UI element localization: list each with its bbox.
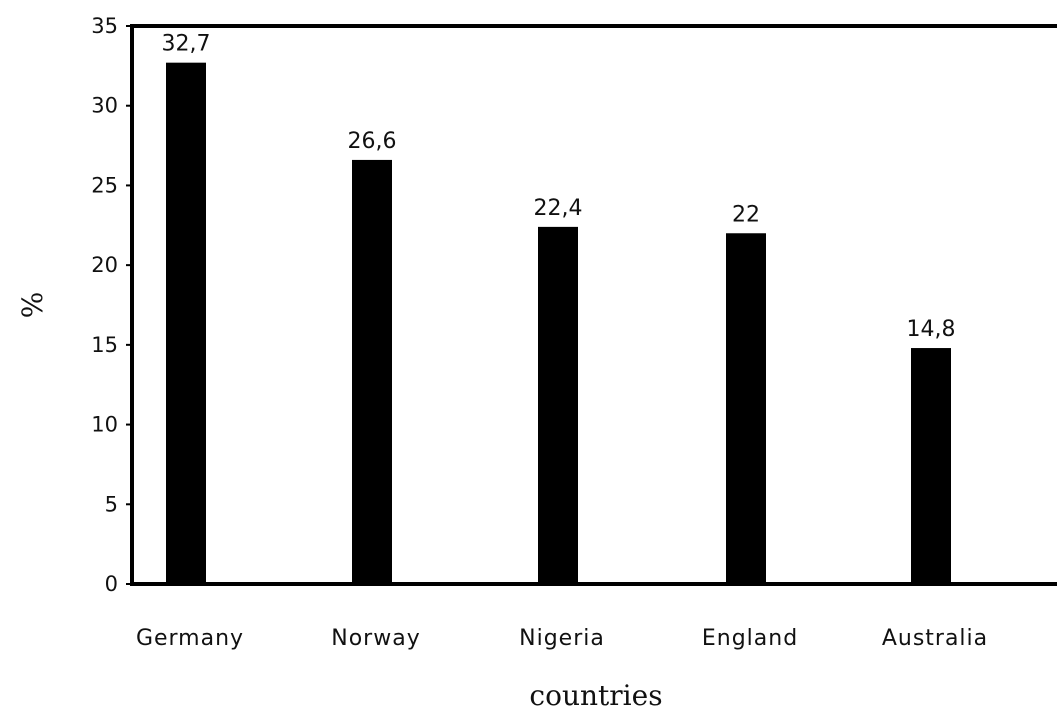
x-tick-label: England xyxy=(702,626,798,651)
y-tick-label: 30 xyxy=(91,94,118,118)
y-axis-title: % xyxy=(16,292,49,319)
y-axis-ticks: 0 5 10 15 20 25 30 35 xyxy=(91,14,132,596)
x-tick-label: Germany xyxy=(136,626,244,651)
x-tick-label: Norway xyxy=(331,626,420,651)
bar xyxy=(538,226,578,584)
data-label: 22 xyxy=(732,202,760,227)
plot-frame xyxy=(130,24,1057,586)
x-tick-label: Australia xyxy=(882,626,988,651)
bars xyxy=(166,62,951,585)
bar xyxy=(166,62,206,584)
y-tick-label: 5 xyxy=(105,492,118,516)
y-tick-label: 20 xyxy=(91,253,118,277)
x-tick-label: Nigeria xyxy=(519,626,605,651)
x-axis-labels: Germany Norway Nigeria England Australia xyxy=(136,626,988,651)
y-tick-label: 10 xyxy=(91,413,118,437)
bar xyxy=(726,233,766,584)
data-label: 26,6 xyxy=(348,129,397,154)
data-label: 14,8 xyxy=(907,317,956,342)
data-labels: 32,7 26,6 22,4 22 14,8 xyxy=(162,32,956,342)
data-label: 32,7 xyxy=(162,32,211,57)
x-axis-title: countries xyxy=(529,679,662,709)
data-label: 22,4 xyxy=(534,196,583,221)
y-tick-label: 0 xyxy=(105,572,118,596)
y-tick-label: 35 xyxy=(91,14,118,38)
y-tick-label: 25 xyxy=(91,173,118,197)
bar xyxy=(911,348,951,584)
bar xyxy=(352,159,392,585)
y-tick-label: 15 xyxy=(91,333,118,357)
